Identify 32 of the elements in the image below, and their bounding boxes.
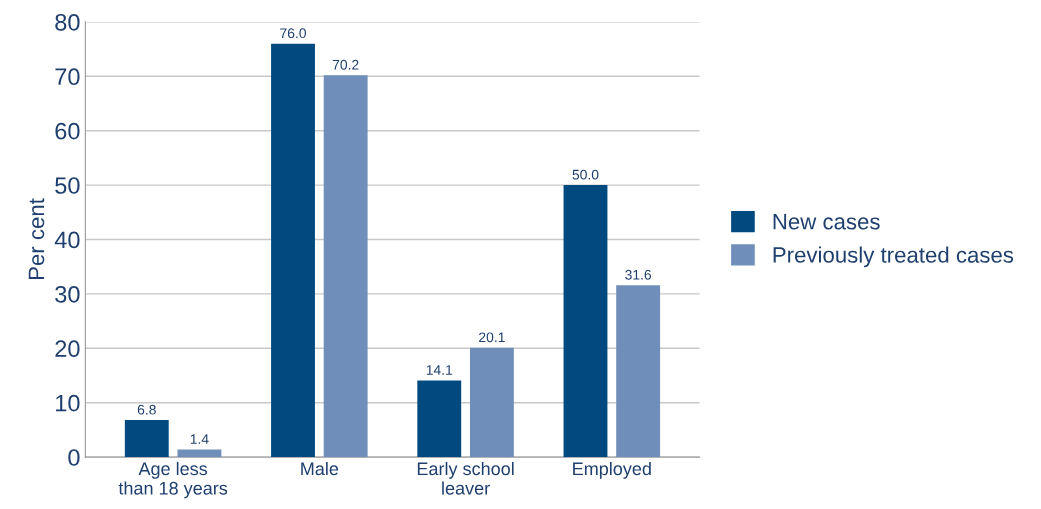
x-tick-label: Male xyxy=(301,461,339,476)
y-tick-label: 50 xyxy=(55,177,80,194)
x-tick-label: Age less than 18 years xyxy=(118,461,228,499)
y-tick-label: 40 xyxy=(54,231,80,249)
y-tick-label: 70 xyxy=(55,68,80,86)
bar xyxy=(469,347,514,458)
y-tick-label: 60 xyxy=(55,122,80,140)
y-tick-label: 0 xyxy=(68,449,80,466)
bar xyxy=(271,43,315,458)
data-label: 14.1 xyxy=(426,365,453,375)
x-tick-label: Employed xyxy=(573,461,651,479)
data-label: 31.6 xyxy=(625,269,652,280)
bar xyxy=(124,420,169,458)
bar xyxy=(323,75,368,458)
y-axis-title: Per cent xyxy=(28,198,45,280)
bar xyxy=(177,449,222,458)
x-tick-label: Early school leaver xyxy=(417,461,514,495)
y-tick-label: 10 xyxy=(56,394,80,412)
data-label: 76.0 xyxy=(280,28,306,39)
data-label: 1.4 xyxy=(190,434,209,444)
data-label: 6.8 xyxy=(137,404,156,415)
bar xyxy=(616,285,661,458)
bar xyxy=(563,185,608,458)
y-tick-label: 20 xyxy=(55,340,80,358)
legend-label: Previously treated cases xyxy=(773,246,1014,268)
y-tick-label: 30 xyxy=(55,285,80,303)
data-label: 50.0 xyxy=(572,169,599,180)
data-label: 20.1 xyxy=(479,332,505,343)
bar xyxy=(417,380,462,458)
y-tick-label: 80 xyxy=(55,13,80,31)
data-label: 70.2 xyxy=(332,59,359,70)
legend-label: New cases xyxy=(773,214,880,230)
